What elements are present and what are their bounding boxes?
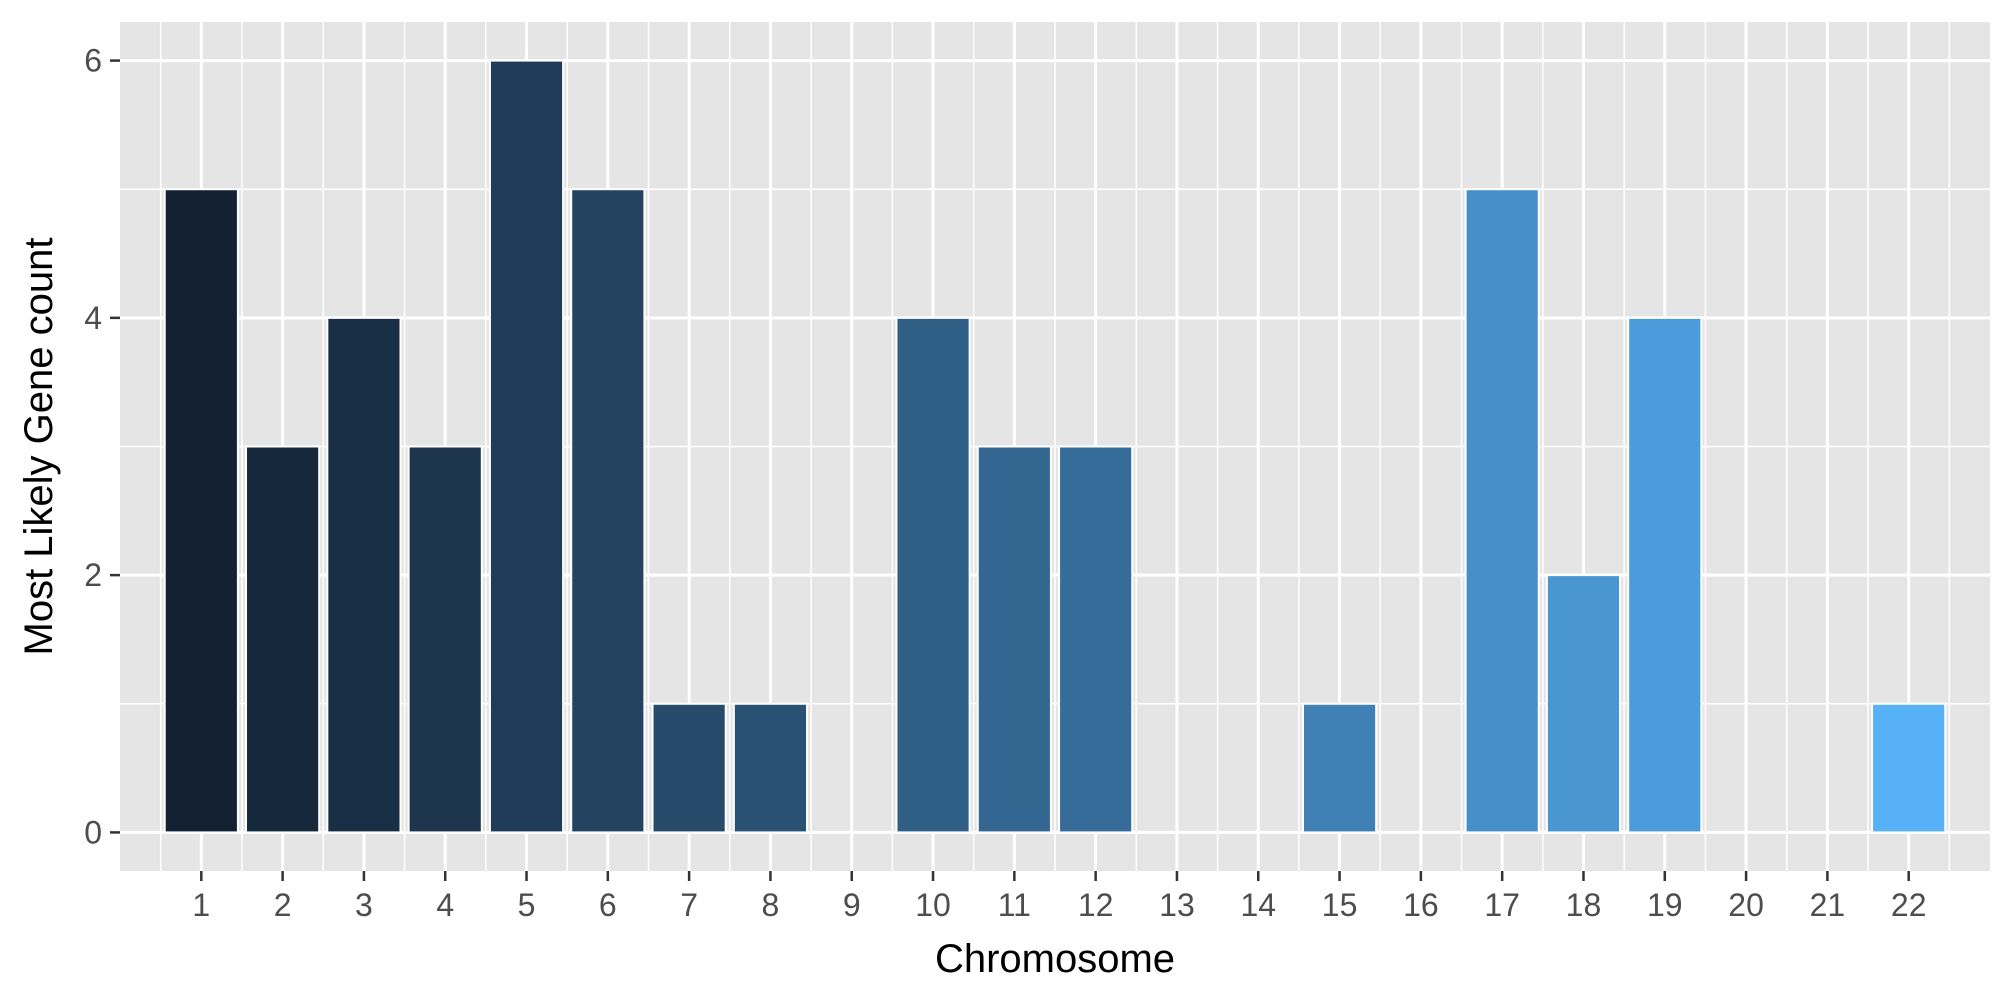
- bar-chromosome-8: [732, 702, 809, 834]
- x-tick-label: 20: [1728, 887, 1764, 923]
- bar-chromosome-6: [570, 188, 646, 834]
- y-tick-label: 2: [84, 557, 102, 593]
- y-axis-title: Most Likely Gene count: [17, 238, 61, 656]
- bars: [163, 59, 1947, 834]
- bar-chromosome-5: [488, 59, 565, 834]
- bar-chromosome-1: [163, 188, 239, 834]
- x-tick-label: 2: [274, 887, 292, 923]
- bar-chromosome-11: [976, 445, 1052, 834]
- x-tick-label: 11: [998, 887, 1031, 923]
- bar-chromosome-12: [1058, 445, 1134, 834]
- x-tick-label: 9: [843, 887, 861, 923]
- x-tick-label: 12: [1078, 887, 1114, 923]
- bar-chromosome-18: [1545, 574, 1622, 834]
- x-axis-title: Chromosome: [935, 937, 1175, 981]
- x-tick-label: 21: [1810, 887, 1846, 923]
- x-tick-label: 14: [1240, 887, 1276, 923]
- bar-chromosome-22: [1871, 702, 1947, 834]
- x-tick-label: 3: [355, 887, 373, 923]
- bar-chromosome-19: [1627, 316, 1703, 834]
- y-tick-label: 6: [84, 43, 102, 79]
- x-tick-label: 1: [192, 887, 210, 923]
- x-tick-label: 13: [1159, 887, 1195, 923]
- bar-chromosome-2: [245, 445, 321, 834]
- y-tick-label: 0: [84, 814, 102, 850]
- x-tick-label: 8: [762, 887, 780, 923]
- bar-chromosome-17: [1464, 188, 1540, 834]
- bar-chromosome-7: [651, 702, 727, 834]
- bar-chromosome-4: [407, 445, 483, 834]
- x-tick-label: 6: [599, 887, 617, 923]
- bar-chromosome-15: [1301, 702, 1378, 834]
- x-tick-label: 19: [1647, 887, 1683, 923]
- x-tick-label: 18: [1566, 887, 1602, 923]
- x-tick-label: 17: [1484, 887, 1520, 923]
- x-tick-label: 22: [1891, 887, 1927, 923]
- x-tick-label: 5: [518, 887, 536, 923]
- bar-chromosome-3: [326, 316, 402, 834]
- x-tick-label: 4: [436, 887, 454, 923]
- x-tick-label: 10: [915, 887, 951, 923]
- x-tick-label: 7: [680, 887, 698, 923]
- bar-chromosome-10: [895, 316, 971, 834]
- y-tick-label: 4: [84, 300, 102, 336]
- x-tick-label: 16: [1403, 887, 1439, 923]
- x-tick-label: 15: [1322, 887, 1358, 923]
